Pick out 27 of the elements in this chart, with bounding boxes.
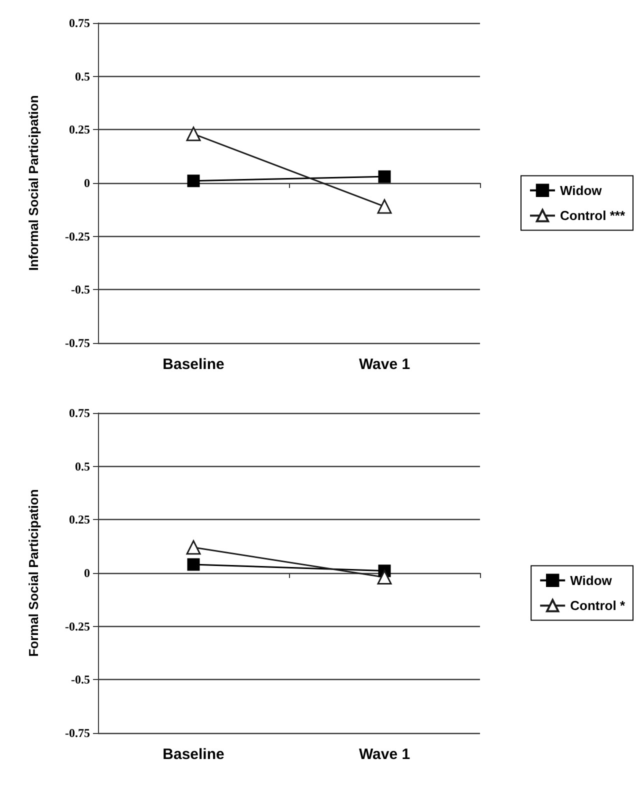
y-tick-label: 0.75 [69, 16, 90, 30]
x-tick-label: Wave 1 [358, 746, 410, 763]
point [187, 558, 200, 571]
x-tick-label: Baseline [162, 746, 224, 763]
y-axis-title: Formal Social Participation [26, 489, 41, 657]
legend-label: Control * [570, 598, 626, 614]
y-tick-label: 0 [84, 566, 90, 580]
point [378, 170, 391, 183]
legend-label: Widow [560, 182, 603, 198]
legend-label: Control *** [560, 208, 626, 224]
legend-label: Widow [570, 572, 613, 588]
y-tick-label: -0.5 [71, 672, 90, 687]
y-axis-title: Informal Social Participation [26, 95, 41, 271]
y-tick-label: -0.25 [65, 619, 90, 634]
y-tick-label: 0.5 [75, 459, 90, 474]
y-tick-label: -0.75 [65, 726, 90, 740]
y-tick-label: -0.75 [65, 336, 90, 350]
x-tick-label: Baseline [162, 356, 224, 373]
point [187, 174, 200, 188]
y-tick-label: 0.75 [69, 406, 90, 420]
y-tick-label: -0.5 [71, 282, 90, 297]
y-tick-label: 0.5 [75, 69, 90, 84]
x-tick-label: Wave 1 [358, 356, 410, 373]
y-tick-label: 0.25 [69, 122, 90, 137]
y-tick-label: 0.25 [69, 512, 90, 527]
y-tick-label: -0.25 [65, 229, 90, 244]
y-tick-label: 0 [84, 176, 90, 190]
